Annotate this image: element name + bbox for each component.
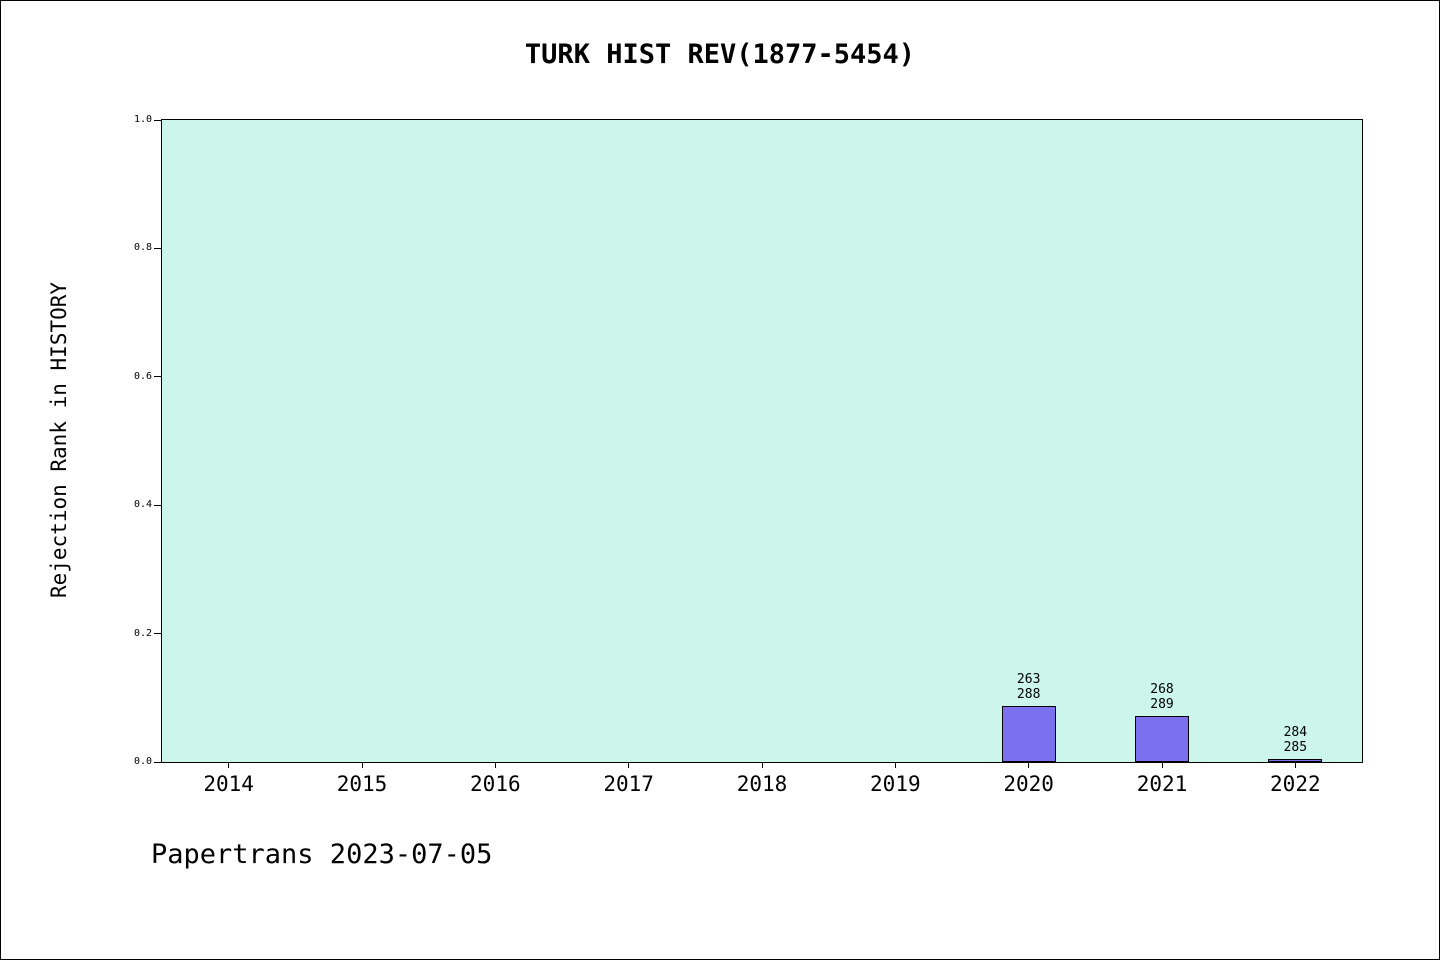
footer-watermark: Papertrans 2023-07-05	[151, 839, 493, 870]
bar-2021	[1135, 715, 1189, 762]
x-tick-label-2015: 2015	[336, 772, 388, 796]
chart-title: TURK HIST REV(1877-5454)	[524, 39, 916, 70]
x-tick-label-2022: 2022	[1270, 772, 1321, 796]
x-tick-label-2018: 2018	[736, 772, 788, 796]
x-tick-label-2020: 2020	[1003, 772, 1054, 796]
x-tick-label-2021: 2021	[1136, 772, 1188, 796]
bar-2022	[1268, 759, 1323, 762]
x-tick-label-2014: 2014	[203, 772, 254, 796]
bar-value-label-2022: 284 285	[1283, 725, 1308, 756]
x-tick-mark	[761, 762, 763, 768]
x-tick-mark	[1028, 762, 1030, 768]
bar-value-label-2021: 268 289	[1150, 681, 1174, 712]
x-tick-mark	[894, 762, 896, 768]
x-tick-label-2016: 2016	[470, 772, 521, 796]
y-tick-mark	[154, 633, 161, 635]
y-tick-mark	[154, 761, 161, 763]
y-tick-mark	[154, 504, 161, 506]
x-tick-label-2019: 2019	[870, 772, 921, 796]
y-tick-mark	[154, 376, 161, 378]
bar-2020	[1001, 706, 1056, 762]
x-tick-mark	[361, 762, 363, 768]
y-tick-label: 0.8	[133, 242, 152, 254]
y-axis-title: Rejection Rank in HISTORY	[47, 281, 71, 599]
y-tick-label: 0.4	[133, 499, 152, 511]
x-tick-mark	[494, 762, 496, 768]
y-tick-mark	[154, 119, 161, 121]
x-tick-mark	[1294, 762, 1296, 768]
x-tick-mark	[228, 762, 230, 768]
x-tick-label-2017: 2017	[603, 772, 654, 796]
plot-area: 1.0 0.8 0.6 0.4 0.2 0.0 2014 2015 2016 2017 2018 20…	[134, 114, 1363, 796]
x-tick-mark	[1161, 762, 1163, 768]
bar-value-label-2020: 263 288	[1016, 672, 1041, 703]
y-tick-label: 1.0	[133, 114, 152, 125]
x-tick-mark	[628, 762, 630, 768]
y-tick-label: 0.0	[133, 756, 152, 767]
y-tick-mark	[154, 247, 161, 249]
y-tick-label: 0.6	[133, 370, 152, 382]
y-tick-label: 0.2	[133, 627, 152, 639]
